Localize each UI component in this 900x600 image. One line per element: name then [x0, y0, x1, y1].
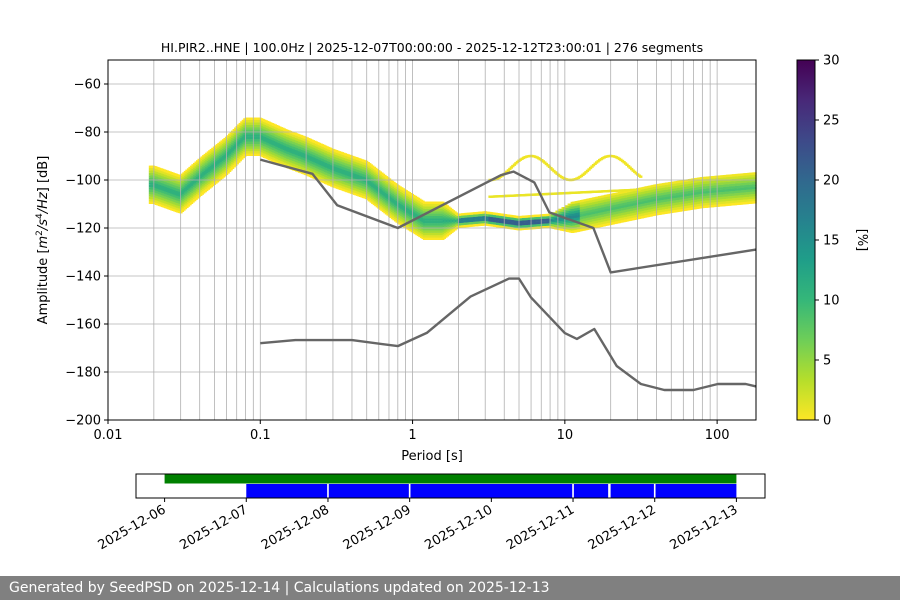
heatmap-cell — [445, 234, 449, 237]
heatmap-cell — [547, 165, 552, 168]
heatmap-cell — [511, 164, 515, 168]
heatmap-cell — [237, 160, 241, 163]
heatmap-cell — [622, 161, 626, 164]
heatmap-cell — [205, 188, 209, 192]
heatmap-cell — [512, 163, 517, 166]
heatmap-cell — [627, 165, 631, 168]
heatmap-cell — [211, 183, 215, 187]
heatmap-cell — [223, 174, 227, 177]
heatmap-cell — [194, 197, 198, 200]
heatmap-cell — [183, 206, 188, 210]
heatmap-cell — [232, 165, 236, 168]
heatmap-cell — [543, 161, 547, 164]
heatmap-cell — [231, 166, 235, 169]
heatmap-cell — [631, 169, 635, 172]
heatmap-cell — [392, 181, 396, 185]
heatmap-cell — [215, 180, 220, 183]
heatmap-cell — [226, 171, 230, 174]
heatmap-cell — [596, 160, 600, 163]
heatmap-cell — [584, 171, 588, 174]
heatmap-cell — [185, 205, 189, 208]
heatmap-cell — [585, 169, 590, 173]
heatmap-cell — [591, 164, 596, 167]
heatmap-cell — [549, 167, 553, 170]
heatmap-cell — [550, 168, 555, 171]
heatmap-cell — [218, 177, 223, 180]
psd-figure: HI.PIR2..HNE | 100.0Hz | 2025-12-07T00:0… — [35, 40, 869, 553]
heatmap-cell — [593, 162, 597, 165]
heatmap-cell — [200, 192, 204, 195]
heatmap-cell — [196, 196, 200, 199]
heatmap-cell — [553, 171, 558, 174]
chart-title: HI.PIR2..HNE | 100.0Hz | 2025-12-07T00:0… — [161, 40, 703, 55]
heatmap-cell — [587, 168, 591, 171]
heatmap-cell — [188, 202, 192, 206]
heatmap-cell — [590, 165, 594, 168]
heatmap-cell — [628, 166, 632, 169]
heatmap-cell — [630, 167, 634, 171]
heatmap-cell — [453, 228, 457, 231]
heatmap-cell — [228, 169, 232, 172]
heatmap-cell — [234, 163, 238, 166]
heatmap-cell — [387, 178, 392, 181]
plot-area — [107, 59, 757, 421]
heatmap-cell — [509, 166, 513, 169]
heatmap-cell — [544, 162, 548, 166]
heatmap-cell — [506, 169, 510, 172]
heatmap-cell — [508, 167, 512, 171]
heatmap-cell — [546, 164, 550, 167]
heatmap-cell — [450, 208, 454, 212]
heatmap-cell — [552, 169, 556, 173]
heatmap-cell — [241, 155, 245, 159]
heatmap-cell — [383, 174, 387, 178]
heatmap-cell — [505, 170, 509, 173]
heatmap-cell — [639, 175, 643, 178]
heatmap-cell — [623, 162, 628, 165]
heatmap-cell — [633, 170, 637, 174]
heatmap-cell — [441, 201, 445, 204]
heatmap-cell — [180, 209, 185, 212]
heatmap-cell — [235, 162, 239, 165]
heatmap-cell — [182, 208, 186, 211]
heatmap-cell — [625, 163, 629, 166]
heatmap-cell — [582, 172, 587, 175]
heatmap-cell — [581, 173, 585, 176]
heatmap-cell — [193, 198, 197, 202]
heatmap-cell — [588, 166, 593, 170]
heatmap-cell — [514, 162, 518, 165]
heatmap-cell — [202, 191, 206, 194]
heatmap-cell — [191, 200, 195, 203]
heatmap-cell — [189, 201, 194, 204]
heatmap-cell — [186, 204, 191, 207]
heatmap-cell — [238, 158, 242, 162]
heatmap-cell — [229, 168, 233, 171]
heatmap-cell — [240, 157, 244, 160]
heatmap-cell — [199, 193, 203, 196]
